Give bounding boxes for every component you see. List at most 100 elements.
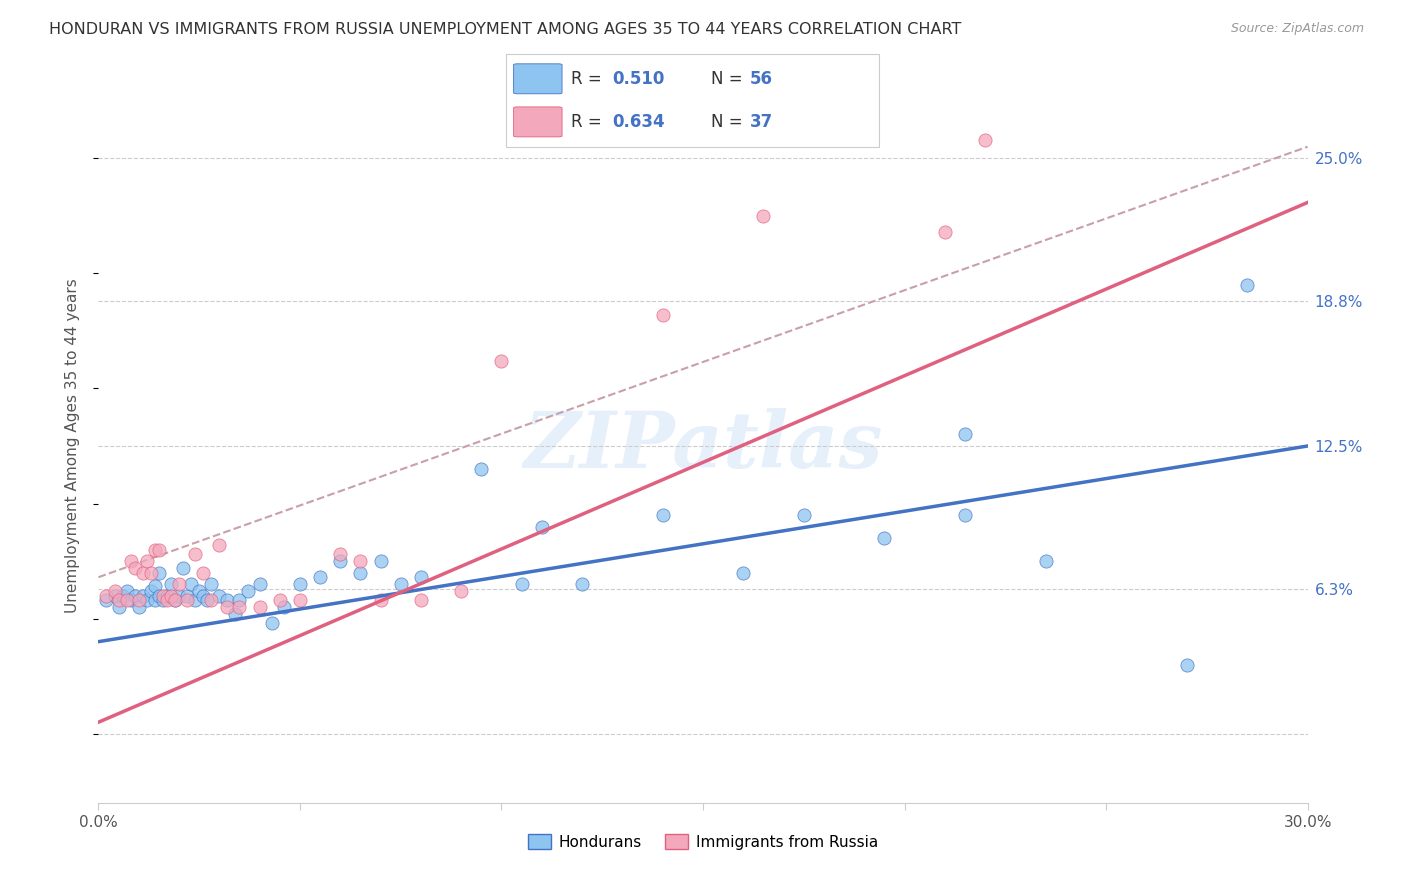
Point [228, 593, 250, 607]
Point [200, 593, 222, 607]
FancyBboxPatch shape [506, 54, 879, 147]
Point [651, 308, 673, 322]
Text: Source: ZipAtlas.com: Source: ZipAtlas.com [1230, 22, 1364, 36]
Point [217, 600, 239, 615]
Point [236, 584, 259, 599]
Point [184, 593, 207, 607]
Text: 37: 37 [751, 113, 773, 131]
Point [143, 593, 166, 607]
Point [152, 589, 174, 603]
Point [167, 589, 190, 603]
Point [953, 508, 976, 522]
Point [249, 600, 271, 615]
Y-axis label: Unemployment Among Ages 35 to 44 years: Unemployment Among Ages 35 to 44 years [65, 278, 80, 614]
Point [208, 589, 231, 603]
Point [139, 584, 162, 599]
Point [167, 577, 190, 591]
Legend: Hondurans, Immigrants from Russia: Hondurans, Immigrants from Russia [522, 828, 884, 855]
Point [450, 584, 472, 599]
Point [124, 561, 146, 575]
Point [228, 600, 250, 615]
Point [208, 538, 231, 552]
Point [143, 579, 166, 593]
Point [128, 593, 150, 607]
Text: 56: 56 [751, 70, 773, 87]
Point [953, 427, 976, 442]
Point [115, 593, 138, 607]
Point [733, 566, 755, 580]
Text: ZIPatlas: ZIPatlas [523, 408, 883, 484]
Point [128, 600, 150, 615]
Point [288, 577, 311, 591]
Point [974, 133, 997, 147]
Point [103, 584, 125, 599]
Point [163, 593, 186, 607]
Point [160, 589, 183, 603]
Point [269, 593, 291, 607]
Point [193, 589, 215, 603]
Point [193, 566, 215, 580]
Point [148, 542, 170, 557]
Text: R =: R = [571, 70, 607, 87]
Point [409, 593, 432, 607]
Point [329, 554, 352, 568]
Point [139, 566, 162, 580]
Point [120, 593, 142, 607]
Point [249, 577, 271, 591]
Point [651, 508, 673, 522]
Point [195, 593, 218, 607]
Point [470, 462, 492, 476]
Point [1236, 277, 1258, 292]
Point [156, 589, 179, 603]
Point [107, 593, 129, 607]
Text: N =: N = [711, 70, 748, 87]
Point [135, 593, 157, 607]
Point [934, 225, 956, 239]
FancyBboxPatch shape [513, 107, 562, 136]
Point [389, 577, 412, 591]
Point [103, 589, 125, 603]
Point [132, 589, 155, 603]
Point [172, 561, 194, 575]
Text: HONDURAN VS IMMIGRANTS FROM RUSSIA UNEMPLOYMENT AMONG AGES 35 TO 44 YEARS CORREL: HONDURAN VS IMMIGRANTS FROM RUSSIA UNEMP… [49, 22, 962, 37]
Point [188, 584, 211, 599]
Point [260, 616, 283, 631]
Point [111, 589, 134, 603]
Point [491, 354, 513, 368]
Point [132, 566, 155, 580]
Point [571, 577, 593, 591]
Point [115, 584, 138, 599]
Point [184, 547, 207, 561]
Point [349, 566, 371, 580]
Text: 0.510: 0.510 [613, 70, 665, 87]
Point [752, 209, 775, 223]
Point [873, 531, 896, 545]
Point [156, 593, 179, 607]
Point [288, 593, 311, 607]
Point [1035, 554, 1057, 568]
Point [160, 577, 183, 591]
Point [148, 566, 170, 580]
Point [409, 570, 432, 584]
Point [329, 547, 352, 561]
Point [107, 600, 129, 615]
Text: 0.634: 0.634 [613, 113, 665, 131]
Point [224, 607, 246, 621]
Point [96, 593, 118, 607]
Point [510, 577, 533, 591]
FancyBboxPatch shape [513, 64, 562, 94]
Point [200, 577, 222, 591]
Point [530, 519, 553, 533]
Text: R =: R = [571, 113, 607, 131]
Point [176, 593, 198, 607]
Point [163, 593, 186, 607]
Point [370, 593, 392, 607]
Point [273, 600, 295, 615]
Point [793, 508, 815, 522]
Point [217, 593, 239, 607]
Point [135, 554, 157, 568]
Point [1175, 657, 1198, 672]
Point [309, 570, 332, 584]
Point [349, 554, 371, 568]
Point [124, 589, 146, 603]
